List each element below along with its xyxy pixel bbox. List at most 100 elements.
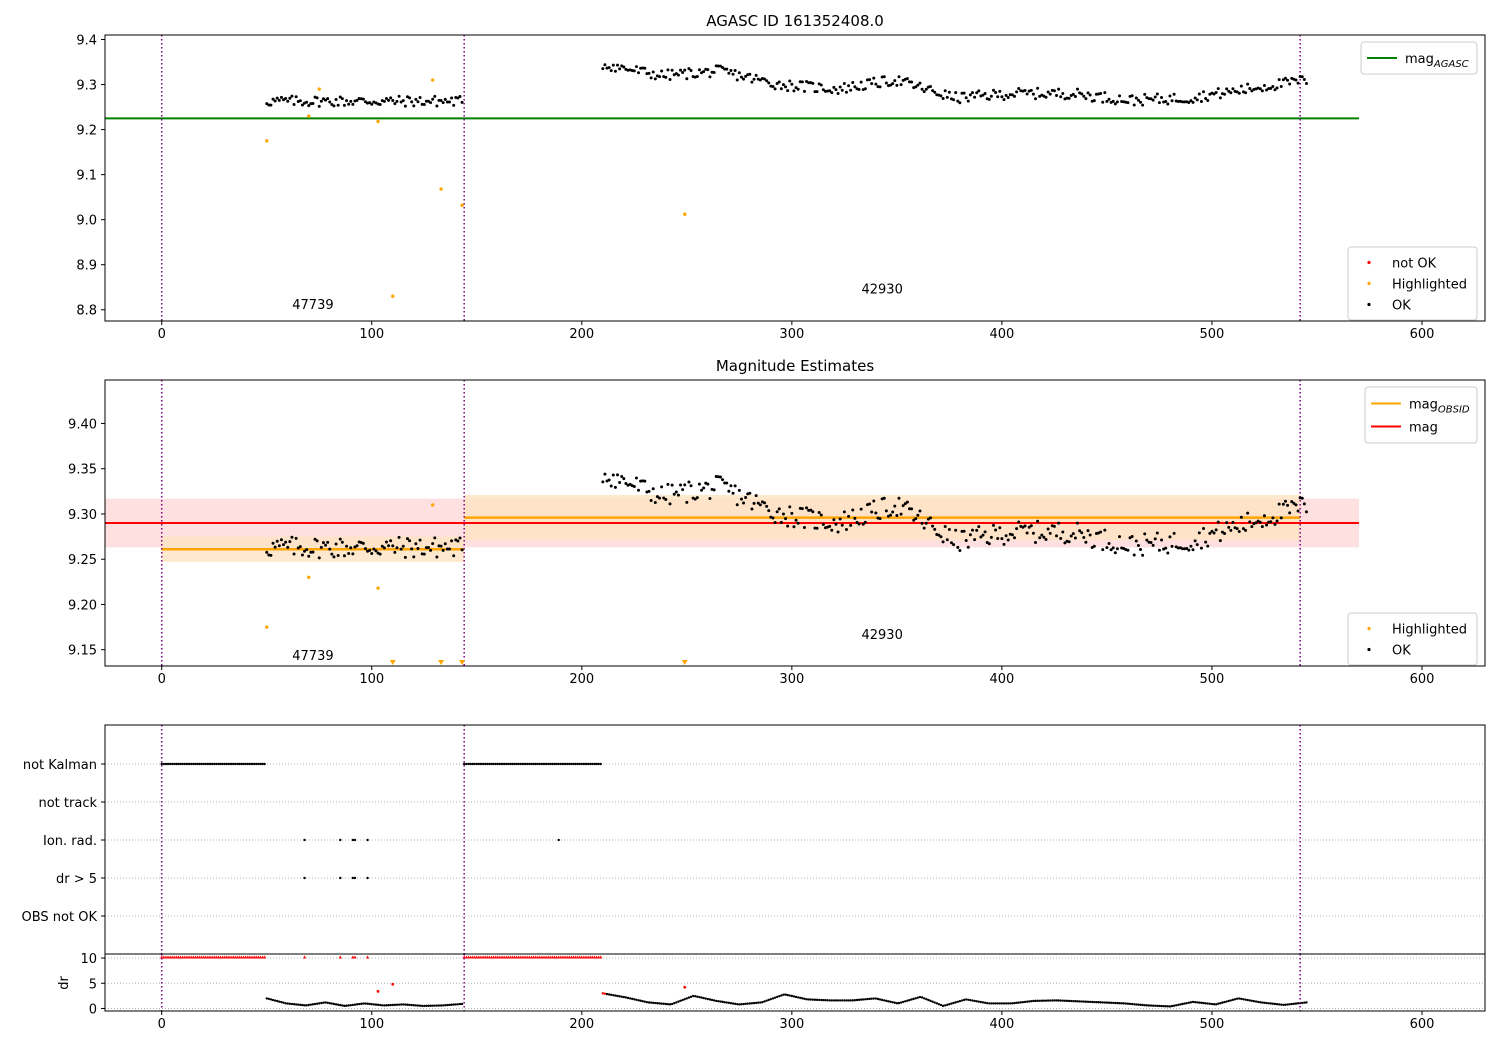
dr-point bbox=[731, 1002, 735, 1005]
ok-point bbox=[1283, 499, 1287, 503]
ok-point bbox=[1006, 538, 1010, 542]
ok-point bbox=[447, 100, 451, 104]
flag-point bbox=[473, 762, 476, 766]
ok-point bbox=[914, 85, 918, 89]
dr-point bbox=[282, 1001, 285, 1004]
dr-point bbox=[975, 1000, 978, 1003]
flag-point bbox=[595, 762, 598, 766]
ok-point bbox=[1300, 496, 1304, 500]
ok-point bbox=[403, 555, 407, 559]
ok-point bbox=[429, 101, 433, 105]
ok-point bbox=[1181, 547, 1185, 551]
dr-point bbox=[912, 997, 915, 1001]
dr-point bbox=[1284, 1003, 1287, 1006]
dr-point bbox=[1130, 1002, 1134, 1006]
ok-point bbox=[1218, 539, 1222, 543]
dr-point bbox=[748, 1002, 752, 1005]
dr-point bbox=[389, 1003, 392, 1007]
dr-point bbox=[1181, 1002, 1184, 1006]
dr-point bbox=[305, 1004, 308, 1007]
highlighted-point bbox=[376, 119, 380, 124]
ok-point bbox=[458, 536, 462, 540]
flag-point bbox=[238, 762, 241, 766]
ok-point bbox=[788, 79, 792, 83]
dr-point bbox=[933, 1001, 936, 1004]
ok-point bbox=[1115, 100, 1119, 104]
flag-point bbox=[339, 876, 342, 880]
dr-point bbox=[973, 999, 976, 1003]
ok-point bbox=[441, 101, 445, 105]
dr-limit-marker bbox=[160, 955, 164, 959]
ok-point bbox=[758, 503, 762, 507]
dr-point bbox=[1267, 1002, 1270, 1005]
ok-point bbox=[903, 502, 907, 506]
ok-point bbox=[748, 72, 752, 76]
flag-point bbox=[257, 762, 260, 766]
ok-point bbox=[958, 548, 962, 552]
flag-point bbox=[192, 762, 195, 766]
ok-point bbox=[779, 87, 783, 91]
ok-point bbox=[1212, 531, 1216, 535]
dr-point bbox=[664, 1002, 668, 1006]
dr-point bbox=[1135, 1003, 1138, 1006]
dr-point bbox=[931, 1000, 934, 1003]
ok-point bbox=[695, 496, 699, 500]
ok-point bbox=[889, 83, 893, 87]
dr-point bbox=[996, 1002, 999, 1005]
dr-point bbox=[362, 1002, 365, 1005]
ok-point bbox=[1105, 546, 1109, 550]
dr-point bbox=[1250, 999, 1254, 1002]
ok-point bbox=[928, 84, 932, 88]
dr-point bbox=[1198, 1001, 1201, 1004]
ok-point bbox=[742, 77, 746, 81]
ok-point bbox=[891, 82, 895, 86]
dr-point bbox=[717, 1000, 720, 1003]
x-tick-label: 300 bbox=[779, 1017, 804, 1032]
dr-point bbox=[1193, 1000, 1197, 1004]
dr-point bbox=[639, 999, 642, 1002]
highlighted-point bbox=[317, 87, 321, 91]
ok-point bbox=[347, 551, 351, 555]
dr-point bbox=[364, 1002, 367, 1005]
obsid-label: 47739 bbox=[292, 649, 333, 664]
ok-point bbox=[1244, 91, 1248, 95]
panel-flags-frame bbox=[104, 724, 1486, 1012]
dr-point bbox=[771, 997, 775, 1000]
dr-limit-marker bbox=[563, 955, 567, 959]
ok-point bbox=[284, 97, 288, 101]
dr-point bbox=[454, 1003, 457, 1006]
ok-point bbox=[458, 95, 462, 99]
dr-point bbox=[1006, 1002, 1010, 1005]
ok-point bbox=[1277, 78, 1281, 82]
flag-point bbox=[504, 762, 508, 766]
ok-point bbox=[1109, 548, 1113, 552]
flag-point bbox=[208, 762, 212, 766]
ok-point bbox=[345, 99, 349, 103]
ok-point bbox=[821, 522, 825, 526]
dr-point bbox=[883, 999, 886, 1002]
dr-point bbox=[448, 1003, 451, 1007]
dr-limit-marker bbox=[529, 955, 533, 959]
ok-point bbox=[977, 89, 981, 93]
dr-point bbox=[811, 998, 815, 1001]
dr-point bbox=[792, 995, 796, 998]
ok-point bbox=[1040, 533, 1044, 537]
ok-point bbox=[655, 495, 659, 499]
dr-limit-marker bbox=[176, 955, 181, 959]
dr-limit-marker bbox=[246, 955, 250, 959]
flag-point bbox=[217, 762, 220, 766]
flag-point bbox=[194, 762, 197, 766]
ok-point bbox=[687, 480, 691, 484]
legend-dot-swatch bbox=[1367, 281, 1371, 286]
flag-point bbox=[234, 762, 237, 766]
ok-point bbox=[410, 100, 414, 104]
dr-limit-marker bbox=[162, 955, 166, 959]
ok-point bbox=[779, 520, 783, 524]
dr-limit-marker bbox=[475, 955, 479, 959]
dr-limit-marker bbox=[242, 955, 246, 959]
flag-point bbox=[557, 762, 560, 766]
dr-limit-marker bbox=[263, 955, 267, 959]
dr-point bbox=[605, 992, 609, 996]
dr-limit-marker bbox=[525, 955, 529, 959]
y-tick-label: 9.2 bbox=[76, 124, 97, 139]
